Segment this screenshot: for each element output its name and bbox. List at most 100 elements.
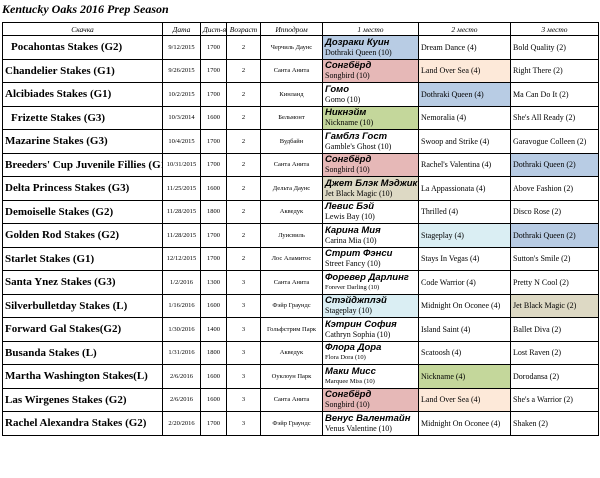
- second-place-cell: Dream Dance (4): [418, 35, 511, 60]
- first-place-cell: Флора Дора Flora Dora (10): [322, 340, 419, 365]
- third-place-cell: Dothraki Queen (2): [510, 223, 599, 248]
- race-name: Frizette Stakes (G3): [2, 105, 163, 130]
- race-distance: 1600: [200, 105, 227, 130]
- race-track: Лос Аламитос: [260, 246, 323, 271]
- winner-points: Nickname (10): [325, 118, 374, 128]
- race-name: Martha Washington Stakes(L): [2, 364, 163, 389]
- third-place-cell: Shaken (2): [510, 411, 599, 436]
- second-place-cell: Stageplay (4): [418, 223, 511, 248]
- winner-name: Форевер Дарлинг: [325, 271, 409, 283]
- race-distance: 1800: [200, 340, 227, 365]
- table-row: Rachel Alexandra Stakes (G2) 2/20/2016 170…: [2, 411, 599, 436]
- table-row: Santa Ynez Stakes (G3) 1/2/2016 1300 3 Санта…: [2, 270, 599, 295]
- winner-name: Джет Блэк Мэджик: [325, 177, 418, 189]
- third-place-cell: Above Fashion (2): [510, 176, 599, 201]
- race-distance: 1700: [200, 411, 227, 436]
- winner-points: Gamble's Ghost (10): [325, 141, 392, 151]
- table-row: Pocahontas Stakes (G2) 9/12/2015 1700 2 Черч…: [2, 35, 599, 60]
- winner-name: Сонгбёрд: [325, 154, 372, 166]
- race-date: 2/6/2016: [162, 364, 201, 389]
- race-track: Санта Анита: [260, 152, 323, 177]
- race-distance: 1700: [200, 129, 227, 154]
- race-distance: 1700: [200, 82, 227, 107]
- race-track: Фэйр Граундс: [260, 411, 323, 436]
- race-track: Санта Анита: [260, 270, 323, 295]
- race-age: 2: [226, 152, 261, 177]
- first-place-cell: Дозраки Куин Dothraki Queen (10): [322, 35, 419, 60]
- winner-name: Маки Мисс: [325, 365, 376, 377]
- winner-name: Стрит Фэнси: [325, 248, 393, 260]
- race-name: Mazarine Stakes (G3): [2, 129, 163, 154]
- first-place-cell: Левис Бэй Lewis Bay (10): [322, 199, 419, 224]
- race-track: Санта Анита: [260, 58, 323, 83]
- race-age: 2: [226, 129, 261, 154]
- race-name: Alcibiades Stakes (G1): [2, 82, 163, 107]
- table-row: Mazarine Stakes (G3) 10/4/2015 1700 2 Вудбай…: [2, 129, 599, 154]
- race-age: 3: [226, 270, 261, 295]
- race-age: 3: [226, 340, 261, 365]
- race-track: Гольфстрим Парк: [260, 317, 323, 342]
- race-track: Вудбайн: [260, 129, 323, 154]
- first-place-cell: Сонгбёрд Songbird (10): [322, 387, 419, 412]
- first-place-cell: Форевер Дарлинг Forever Darling (10): [322, 270, 419, 295]
- second-place-cell: Thrilled (4): [418, 199, 511, 224]
- header-third-place: 3 место: [510, 22, 599, 36]
- third-place-cell: Ballet Diva (2): [510, 317, 599, 342]
- first-place-cell: Джет Блэк Мэджик Jet Black Magic (10): [322, 176, 419, 201]
- first-place-cell: Никнэйм Nickname (10): [322, 105, 419, 130]
- page-title: Kentucky Oaks 2016 Prep Season: [2, 2, 169, 16]
- first-place-cell: Стэйджплэй Stageplay (10): [322, 293, 419, 318]
- winner-name: Кэтрин София: [325, 318, 397, 330]
- winner-points: Street Fancy (10): [325, 259, 381, 269]
- second-place-cell: Stays In Vegas (4): [418, 246, 511, 271]
- third-place-cell: She's a Warrior (2): [510, 387, 599, 412]
- winner-points: Stageplay (10): [325, 306, 372, 316]
- winner-points: Jet Black Magic (10): [325, 188, 393, 198]
- table-row: Martha Washington Stakes(L) 2/6/2016 1600 3…: [2, 364, 599, 389]
- race-age: 2: [226, 82, 261, 107]
- first-place-cell: Маки Мисс Marquee Miss (10): [322, 364, 419, 389]
- winner-points: Venus Valentine (10): [325, 423, 392, 433]
- race-name: Forward Gal Stakes(G2): [2, 317, 163, 342]
- table-row: Demoiselle Stakes (G2) 11/28/2015 1800 2 Акв…: [2, 199, 599, 224]
- race-distance: 1300: [200, 270, 227, 295]
- winner-name: Стэйджплэй: [325, 295, 387, 307]
- race-age: 3: [226, 411, 261, 436]
- table-row: Frizette Stakes (G3) 10/3/2014 1600 2 Бельмо…: [2, 105, 599, 130]
- race-date: 2/20/2016: [162, 411, 201, 436]
- second-place-cell: La Appassionata (4): [418, 176, 511, 201]
- second-place-cell: Code Warrior (4): [418, 270, 511, 295]
- race-date: 10/31/2015: [162, 152, 201, 177]
- race-name: Rachel Alexandra Stakes (G2): [2, 411, 163, 436]
- race-date: 11/28/2015: [162, 199, 201, 224]
- first-place-cell: Кэтрин София Cathryn Sophia (10): [322, 317, 419, 342]
- header-age: Возраст: [226, 22, 261, 36]
- table-row: Las Wirgenes Stakes (G2) 2/6/2016 1600 3 Сан…: [2, 387, 599, 412]
- third-place-cell: Dorodansa (2): [510, 364, 599, 389]
- race-distance: 1700: [200, 35, 227, 60]
- race-distance: 1700: [200, 223, 227, 248]
- race-distance: 1600: [200, 293, 227, 318]
- second-place-cell: Land Over Sea (4): [418, 387, 511, 412]
- race-name: Silverbulletday Stakes (L): [2, 293, 163, 318]
- race-name: Starlet Stakes (G1): [2, 246, 163, 271]
- race-age: 2: [226, 105, 261, 130]
- race-date: 1/16/2016: [162, 293, 201, 318]
- table-row: Breeders' Cup Juvenile Fillies (G1) 10/31…: [2, 152, 599, 177]
- race-age: 3: [226, 317, 261, 342]
- race-track: Фэйр Граундс: [260, 293, 323, 318]
- third-place-cell: Lost Raven (2): [510, 340, 599, 365]
- third-place-cell: Pretty N Cool (2): [510, 270, 599, 295]
- table-row: Silverbulletday Stakes (L) 1/16/2016 1600 3…: [2, 293, 599, 318]
- race-track: Оуклоун Парк: [260, 364, 323, 389]
- race-distance: 1600: [200, 364, 227, 389]
- third-place-cell: She's All Ready (2): [510, 105, 599, 130]
- first-place-cell: Стрит Фэнси Street Fancy (10): [322, 246, 419, 271]
- race-date: 9/26/2015: [162, 58, 201, 83]
- race-date: 1/2/2016: [162, 270, 201, 295]
- table-row: Forward Gal Stakes(G2) 1/30/2016 1400 3 Голь…: [2, 317, 599, 342]
- race-date: 10/2/2015: [162, 82, 201, 107]
- first-place-cell: Гомо Gomo (10): [322, 82, 419, 107]
- race-track: Черчиль Даунс: [260, 35, 323, 60]
- race-name: Las Wirgenes Stakes (G2): [2, 387, 163, 412]
